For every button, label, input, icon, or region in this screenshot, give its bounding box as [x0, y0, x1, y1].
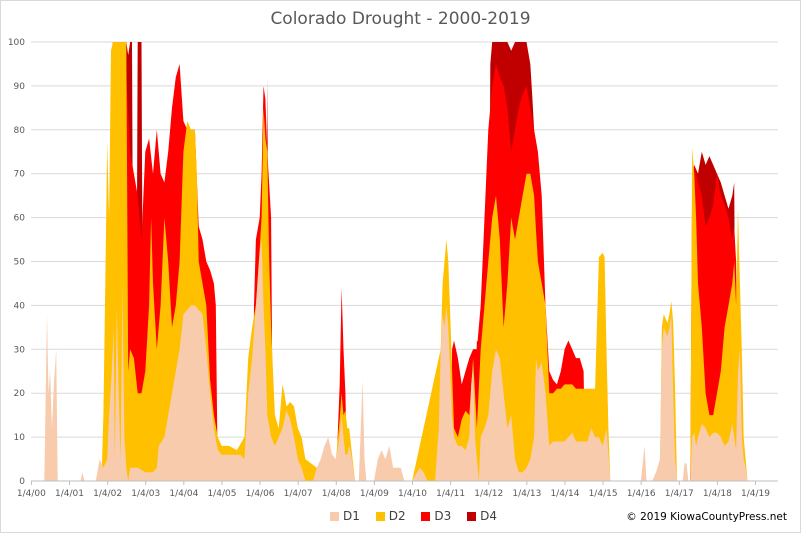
x-tick-label: 1/4/14: [550, 489, 579, 499]
x-tick-label: 1/4/11: [436, 489, 465, 499]
x-tick-label: 1/4/06: [246, 489, 275, 499]
legend-item-d2: D2: [375, 508, 406, 523]
x-tick-label: 1/4/13: [512, 489, 541, 499]
x-tick-label: 1/4/04: [169, 489, 198, 499]
x-tick-label: 1/4/02: [93, 489, 122, 499]
y-tick-label: 60: [14, 214, 26, 224]
legend-swatch-d3: [421, 511, 431, 521]
legend-label-d2: D2: [388, 508, 406, 523]
y-tick-label: 0: [19, 477, 25, 487]
copyright-text: © 2019 KiowaCountyPress.net: [626, 511, 787, 523]
x-tick-label: 1/4/00: [17, 489, 46, 499]
legend-label-d1: D1: [343, 508, 360, 523]
y-tick-label: 80: [14, 126, 26, 136]
legend-swatch-d4: [467, 511, 477, 521]
legend: D1 D2 D3 D4: [330, 508, 509, 524]
y-tick-label: 30: [14, 345, 26, 355]
chart-title: Colorado Drought - 2000-2019: [270, 9, 531, 29]
x-tick-label: 1/4/19: [741, 489, 770, 499]
x-tick-label: 1/4/17: [665, 489, 694, 499]
x-tick-label: 1/4/07: [284, 489, 313, 499]
legend-item-d3: D3: [421, 509, 451, 523]
series-area-d1: [31, 239, 748, 481]
x-tick-label: 1/4/18: [703, 489, 732, 499]
legend-label-d3: D3: [434, 508, 452, 523]
x-tick-label: 1/4/15: [589, 489, 618, 499]
y-tick-label: 90: [14, 82, 26, 92]
legend-swatch-d1: [330, 511, 339, 521]
legend-item-d1: D1: [330, 509, 360, 523]
legend-swatch-d2: [375, 511, 385, 521]
legend-item-d4: D4: [467, 509, 497, 523]
legend-label-d4: D4: [480, 508, 497, 523]
x-tick-label: 1/4/01: [55, 489, 84, 499]
y-tick-label: 100: [8, 38, 25, 48]
y-tick-label: 70: [14, 170, 26, 180]
x-tick-label: 1/4/05: [207, 489, 236, 499]
x-tick-label: 1/4/12: [474, 489, 503, 499]
y-tick-label: 50: [14, 258, 26, 268]
x-tick-label: 1/4/08: [322, 489, 351, 499]
y-tick-label: 20: [14, 389, 26, 399]
x-tick-label: 1/4/09: [360, 489, 389, 499]
y-tick-label: 10: [14, 433, 26, 443]
x-tick-label: 1/4/03: [131, 489, 160, 499]
x-tick-label: 1/4/10: [398, 489, 427, 499]
y-tick-label: 40: [14, 301, 26, 311]
series-area-d2: [31, 42, 748, 481]
x-tick-label: 1/4/16: [627, 489, 656, 499]
